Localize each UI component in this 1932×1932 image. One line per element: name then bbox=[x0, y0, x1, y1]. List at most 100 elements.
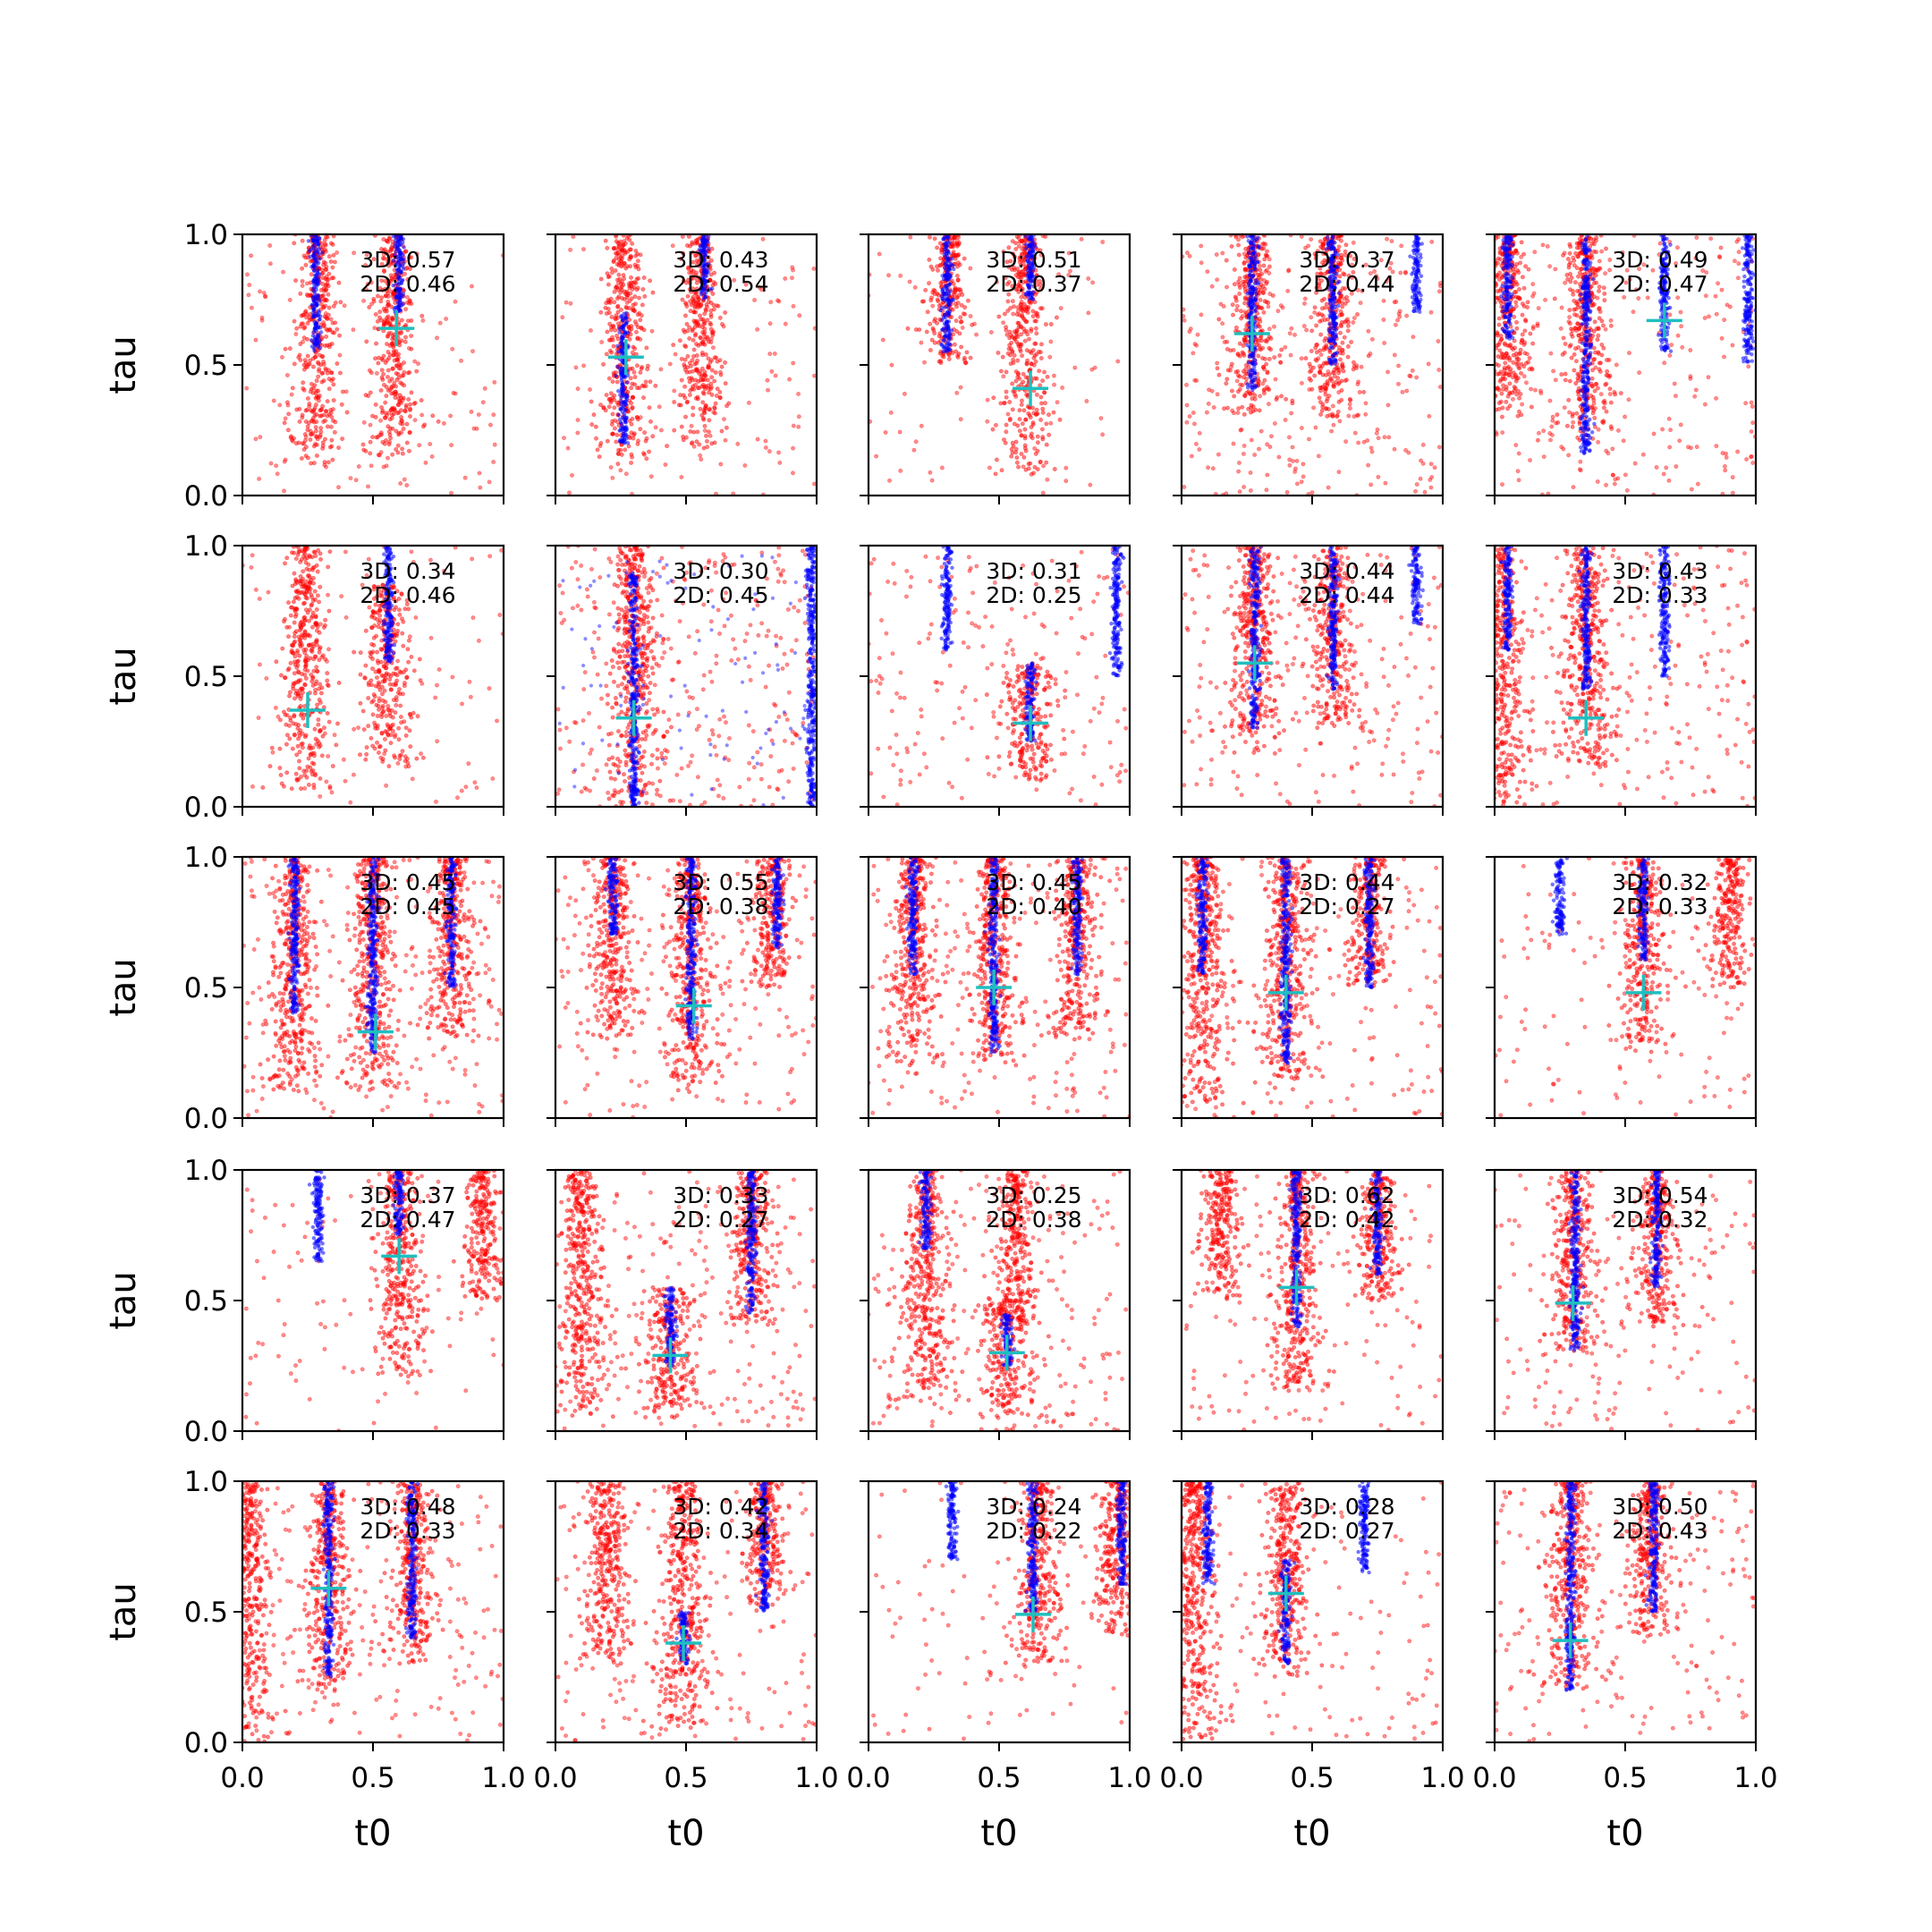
red-point bbox=[477, 470, 482, 476]
red-point bbox=[1207, 387, 1212, 393]
red-point bbox=[332, 259, 337, 265]
red-point bbox=[1239, 316, 1244, 321]
red-point bbox=[707, 429, 712, 435]
red-point bbox=[1325, 413, 1330, 419]
blue-point bbox=[315, 259, 319, 265]
blue-point bbox=[391, 258, 396, 263]
blue-point bbox=[1330, 242, 1335, 246]
red-point bbox=[953, 295, 959, 301]
red-point bbox=[629, 460, 634, 465]
blue-point bbox=[1250, 259, 1255, 264]
red-point bbox=[701, 445, 707, 451]
blue-point bbox=[947, 336, 952, 341]
blue-point bbox=[1255, 282, 1260, 286]
red-point bbox=[370, 435, 376, 440]
annotation-3d: 3D: 0.51 bbox=[986, 247, 1081, 273]
red-point bbox=[706, 386, 711, 391]
red-point bbox=[1414, 482, 1419, 487]
red-point bbox=[889, 362, 894, 368]
red-point bbox=[1437, 385, 1443, 390]
red-point bbox=[331, 398, 336, 403]
red-point bbox=[1337, 351, 1343, 356]
red-point bbox=[1432, 465, 1437, 470]
red-point bbox=[471, 426, 477, 431]
red-point bbox=[1352, 315, 1357, 320]
red-point bbox=[397, 340, 402, 345]
red-point bbox=[333, 419, 338, 425]
red-point bbox=[610, 475, 615, 480]
red-point bbox=[597, 454, 602, 460]
red-point bbox=[314, 378, 319, 384]
blue-point bbox=[313, 294, 318, 299]
red-point bbox=[386, 349, 391, 354]
red-point bbox=[1264, 300, 1269, 305]
red-point bbox=[405, 370, 411, 376]
red-point bbox=[1233, 294, 1238, 300]
red-point bbox=[1015, 342, 1021, 347]
red-point bbox=[492, 379, 497, 385]
red-point bbox=[386, 439, 392, 445]
blue-point bbox=[314, 321, 319, 326]
blue-point bbox=[1031, 284, 1036, 289]
red-point bbox=[1318, 388, 1324, 394]
red-point bbox=[1038, 306, 1043, 311]
red-point bbox=[308, 432, 313, 437]
red-point bbox=[330, 377, 335, 382]
red-point bbox=[638, 318, 643, 323]
red-point bbox=[394, 446, 399, 452]
blue-point bbox=[620, 393, 625, 398]
red-point bbox=[1237, 291, 1242, 296]
red-point bbox=[379, 404, 385, 410]
red-point bbox=[1224, 377, 1230, 382]
red-point bbox=[382, 269, 387, 275]
red-point bbox=[325, 424, 330, 429]
red-point bbox=[1038, 383, 1043, 388]
red-point bbox=[1016, 243, 1021, 249]
red-point bbox=[361, 298, 367, 303]
red-point bbox=[1210, 466, 1216, 471]
red-point bbox=[1325, 383, 1330, 388]
red-point bbox=[1006, 280, 1012, 285]
red-point bbox=[1268, 335, 1274, 341]
red-point bbox=[1036, 349, 1041, 354]
blue-point bbox=[943, 334, 948, 339]
red-point bbox=[1335, 414, 1340, 419]
red-point bbox=[1318, 266, 1323, 271]
blue-point bbox=[620, 424, 625, 428]
red-point bbox=[938, 360, 944, 366]
red-point bbox=[305, 428, 310, 433]
red-point bbox=[1051, 410, 1056, 415]
red-point bbox=[606, 376, 612, 381]
red-point bbox=[667, 361, 673, 367]
red-point bbox=[1006, 292, 1012, 297]
red-point bbox=[1021, 237, 1027, 242]
blue-point bbox=[1328, 265, 1333, 270]
red-point bbox=[331, 303, 336, 309]
red-point bbox=[381, 237, 386, 242]
red-point bbox=[1290, 458, 1295, 463]
red-point bbox=[1034, 331, 1039, 336]
blue-point bbox=[1414, 275, 1419, 279]
red-point bbox=[1322, 296, 1327, 301]
red-point bbox=[1321, 251, 1326, 257]
red-point bbox=[414, 251, 419, 257]
red-point bbox=[314, 394, 319, 400]
red-point bbox=[913, 439, 919, 445]
red-point bbox=[323, 418, 328, 423]
red-point bbox=[653, 425, 658, 430]
red-point bbox=[1335, 376, 1341, 381]
red-point bbox=[1302, 296, 1308, 301]
red-point bbox=[709, 368, 715, 373]
red-point bbox=[1292, 466, 1298, 471]
red-point bbox=[1318, 352, 1324, 358]
red-point bbox=[612, 426, 617, 431]
red-point bbox=[1018, 305, 1023, 310]
red-point bbox=[398, 395, 403, 401]
red-point bbox=[1012, 254, 1017, 259]
red-point bbox=[1264, 267, 1269, 273]
red-point bbox=[678, 256, 683, 261]
red-point bbox=[407, 430, 412, 436]
red-point bbox=[614, 239, 619, 244]
red-point bbox=[1400, 389, 1405, 394]
